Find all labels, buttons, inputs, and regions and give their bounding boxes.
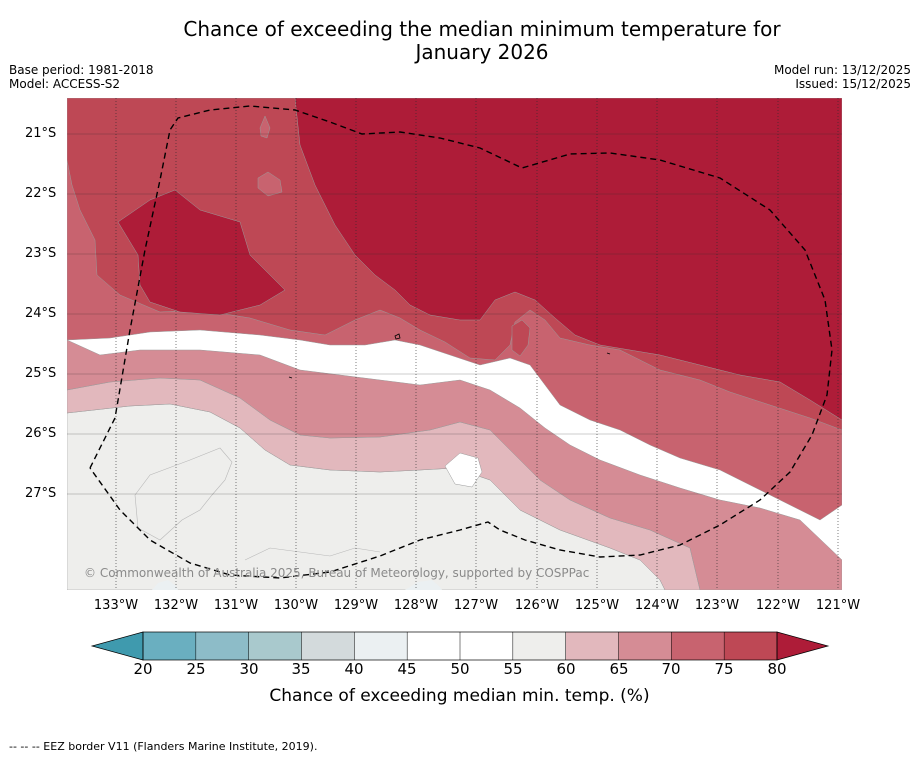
copyright-notice: © Commonwealth of Australia 2025, Bureau… <box>84 566 590 580</box>
band-80-plus-west <box>117 189 286 316</box>
lon-label-127W: 127°W <box>453 598 499 613</box>
lon-label-132W: 132°W <box>153 598 199 613</box>
lon-label-133W: 133°W <box>93 598 139 613</box>
eez-border <box>89 105 833 579</box>
colorbar-cell <box>565 632 619 660</box>
colorbar-tick-label: 45 <box>397 660 417 678</box>
colorbar-cell <box>512 632 566 660</box>
colorbar-cell <box>618 632 672 660</box>
colorbar-cell <box>248 632 302 660</box>
model-name: Model: ACCESS-S2 <box>9 77 121 91</box>
lat-label-25S: 25°S <box>25 366 57 381</box>
interior-contours <box>134 447 381 561</box>
lon-label-124W: 124°W <box>634 598 680 613</box>
island-marker-3 <box>606 352 611 355</box>
lon-label-130W: 130°W <box>273 598 319 613</box>
band-40-45-patch <box>152 580 178 590</box>
probability-field <box>67 98 842 590</box>
colorbar-tick-label: 25 <box>186 660 206 678</box>
band-45-55-spot <box>444 452 483 488</box>
lon-label-128W: 128°W <box>393 598 439 613</box>
lat-label-21S: 21°S <box>25 126 57 141</box>
meta-left: Base period: 1981-2018 Model: ACCESS-S2 <box>9 63 154 91</box>
island-marker-2 <box>288 376 293 379</box>
colorbar-tick-label: 30 <box>239 660 259 678</box>
latitude-gridlines <box>67 133 842 495</box>
island-marker <box>394 333 401 340</box>
colorbar-tick-label: 40 <box>344 660 364 678</box>
colorbar-tick-label: 65 <box>609 660 629 678</box>
colorbar-tick-label: 55 <box>503 660 523 678</box>
lat-label-24S: 24°S <box>25 306 57 321</box>
lon-label-131W: 131°W <box>213 598 259 613</box>
colorbar-cells <box>143 632 778 660</box>
colorbar-min-arrow <box>90 631 144 661</box>
lon-label-129W: 129°W <box>333 598 379 613</box>
band-70-75-spot <box>257 171 283 197</box>
lon-label-123W: 123°W <box>694 598 740 613</box>
colorbar-cell <box>354 632 408 660</box>
colorbar-tick-label: 80 <box>767 660 787 678</box>
band-75-80-spot <box>511 319 531 357</box>
colorbar-max-arrow <box>776 631 830 661</box>
lon-label-125W: 125°W <box>574 598 620 613</box>
colorbar-tick-label: 60 <box>556 660 576 678</box>
base-period: Base period: 1981-2018 <box>9 63 154 77</box>
gridlines <box>67 98 842 590</box>
lat-label-22S: 22°S <box>25 186 57 201</box>
band-70-75-spot-2 <box>259 115 271 139</box>
longitude-gridlines <box>115 98 839 590</box>
colorbar-cell <box>143 632 197 660</box>
colorbar-tick-label: 70 <box>661 660 681 678</box>
lon-label-126W: 126°W <box>514 598 560 613</box>
meta-right: Model run: 13/12/2025 Issued: 15/12/2025 <box>774 63 911 91</box>
model-run: Model run: 13/12/2025 <box>773 63 911 77</box>
colorbar-tick-label: 20 <box>133 660 153 678</box>
lon-label-122W: 122°W <box>755 598 801 613</box>
band-80-plus <box>294 98 842 421</box>
lat-label-23S: 23°S <box>25 246 57 261</box>
colorbar-ticks <box>195 632 725 660</box>
colorbar-cell <box>195 632 249 660</box>
band-40-45-patch-2 <box>405 580 442 590</box>
title-line-1: Chance of exceeding the median minimum t… <box>183 17 781 41</box>
colorbar-cell <box>460 632 514 660</box>
issued-date: Issued: 15/12/2025 <box>795 77 911 91</box>
lat-label-27S: 27°S <box>25 486 57 501</box>
colorbar-cell <box>407 632 461 660</box>
colorbar-title: Chance of exceeding median min. temp. (%… <box>269 686 650 706</box>
colorbar-cell <box>724 632 778 660</box>
lon-label-121W: 121°W <box>815 598 861 613</box>
eez-legend-note: -- -- -- EEZ border V11 (Flanders Marine… <box>9 740 318 753</box>
colorbar-cell <box>671 632 725 660</box>
colorbar-cell <box>301 632 355 660</box>
chart-title: Chance of exceeding the median minimum t… <box>0 18 919 64</box>
colorbar <box>90 631 830 661</box>
lat-label-26S: 26°S <box>25 426 57 441</box>
title-line-2: January 2026 <box>415 40 549 64</box>
colorbar-tick-label: 50 <box>450 660 470 678</box>
colorbar-tick-label: 75 <box>714 660 734 678</box>
colorbar-tick-label: 35 <box>291 660 311 678</box>
